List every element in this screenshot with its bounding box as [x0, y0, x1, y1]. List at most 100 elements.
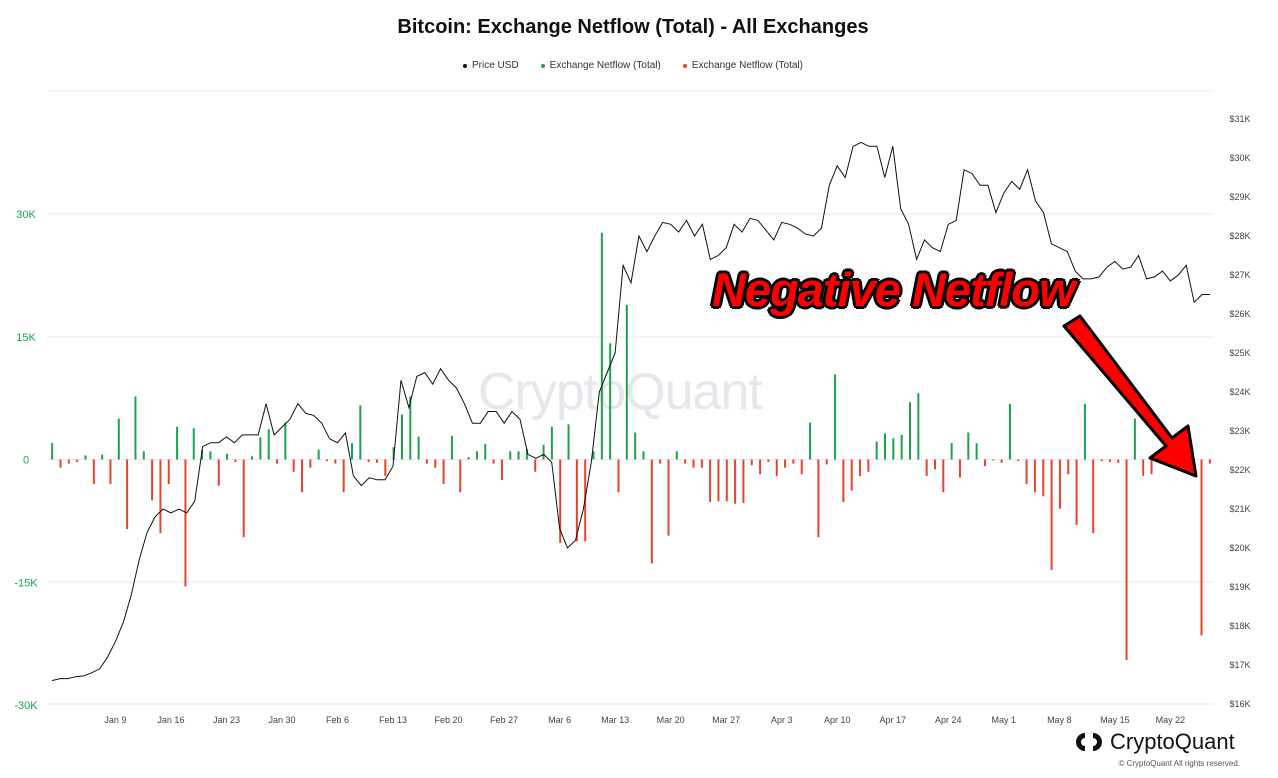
netflow-bar	[109, 459, 112, 485]
netflow-bar	[617, 459, 620, 493]
legend-dot-price	[462, 63, 467, 68]
x-tick-label: Jan 9	[104, 715, 126, 725]
netflow-bar	[1108, 459, 1111, 462]
x-tick-label: Feb 20	[435, 715, 463, 725]
watermark: CryptoQuant	[478, 363, 763, 421]
x-tick-label: Mar 20	[657, 715, 685, 725]
netflow-bar	[1008, 403, 1011, 460]
netflow-bar	[242, 459, 245, 538]
legend-label-price: Price USD	[471, 60, 519, 71]
netflow-bar	[317, 449, 320, 460]
legend-item-price[interactable]: Price USD	[462, 60, 519, 71]
netflow-bar	[350, 443, 353, 460]
legend-item-netflow-negative[interactable]: Exchange Netflow (Total)	[682, 60, 803, 71]
x-tick-label: Mar 6	[548, 715, 571, 725]
right-tick-label: $17K	[1229, 660, 1250, 670]
netflow-bar	[334, 459, 337, 464]
netflow-bar	[142, 451, 145, 460]
netflow-bar	[750, 459, 753, 466]
netflow-bar	[1000, 459, 1003, 463]
right-tick-label: $25K	[1229, 348, 1250, 358]
annotation-negative-netflow: Negative Netflow	[712, 263, 1076, 316]
netflow-bar	[609, 343, 612, 460]
netflow-bar	[492, 459, 495, 464]
legend-item-netflow-positive[interactable]: Exchange Netflow (Total)	[540, 60, 661, 71]
netflow-bar	[667, 459, 670, 536]
netflow-bar	[217, 459, 220, 486]
netflow-bar	[51, 443, 54, 460]
netflow-bar	[209, 451, 212, 460]
netflow-bar	[659, 459, 662, 464]
netflow-bar	[1033, 459, 1036, 493]
grid-lines	[48, 90, 1214, 705]
right-tick-label: $27K	[1229, 270, 1250, 280]
netflow-bar	[359, 405, 362, 460]
netflow-bar	[484, 443, 487, 460]
netflow-bar	[933, 459, 936, 470]
netflow-bar	[234, 459, 237, 462]
netflow-bar	[650, 459, 653, 564]
netflow-bar	[459, 459, 462, 493]
arrow-icon	[1062, 314, 1198, 478]
netflow-bar	[717, 459, 720, 502]
right-tick-label: $30K	[1229, 153, 1250, 163]
netflow-bar	[442, 459, 445, 485]
right-tick-label: $19K	[1229, 582, 1250, 592]
netflow-bar	[942, 459, 945, 493]
netflow-bar	[226, 453, 229, 460]
netflow-bar	[425, 459, 428, 464]
netflow-bar	[1083, 403, 1086, 460]
netflow-bar	[559, 459, 562, 543]
netflow-bar	[917, 393, 920, 460]
netflow-bar	[925, 459, 928, 476]
x-tick-label: Apr 3	[771, 715, 793, 725]
netflow-bar	[634, 432, 637, 460]
x-tick-label: Jan 30	[268, 715, 295, 725]
netflow-bar	[76, 459, 79, 462]
netflow-bar	[875, 441, 878, 460]
netflow-bar	[975, 443, 978, 460]
right-tick-label: $16K	[1229, 699, 1250, 709]
left-tick-label: -15K	[14, 577, 38, 589]
netflow-bar	[850, 459, 853, 491]
netflow-bar	[534, 459, 537, 472]
netflow-bar	[1200, 459, 1203, 636]
right-tick-label: $22K	[1229, 465, 1250, 475]
netflow-bar	[367, 459, 370, 462]
netflow-bar	[900, 434, 903, 460]
netflow-bar	[292, 459, 295, 472]
x-tick-label: Feb 13	[379, 715, 407, 725]
x-tick-label: May 22	[1156, 715, 1186, 725]
netflow-bar	[342, 459, 345, 493]
netflow-bar	[983, 459, 986, 467]
brand-logo: CryptoQuant	[1074, 729, 1235, 755]
netflow-bar	[809, 422, 812, 460]
right-axis: $16K $17K $18K $19K $20K $21K $22K $23K $24K $25K…	[1229, 114, 1250, 709]
cryptoquant-logo-icon	[1076, 733, 1102, 751]
netflow-bar	[400, 414, 403, 460]
netflow-bar	[759, 459, 762, 475]
x-tick-label: Apr 24	[935, 715, 962, 725]
netflow-bar	[67, 459, 70, 464]
netflow-bar	[1050, 459, 1053, 570]
netflow-bar	[909, 402, 912, 460]
netflow-bar	[692, 459, 695, 468]
netflow-bar	[892, 438, 895, 460]
netflow-bar	[267, 429, 270, 460]
netflow-bar	[126, 459, 129, 530]
right-tick-label: $24K	[1229, 387, 1250, 397]
right-tick-label: $26K	[1229, 309, 1250, 319]
netflow-bar	[992, 459, 995, 461]
netflow-bar	[784, 459, 787, 468]
x-tick-label: May 15	[1100, 715, 1130, 725]
price-line	[51, 141, 1210, 682]
right-tick-label: $29K	[1229, 192, 1250, 202]
netflow-bar	[259, 437, 262, 460]
netflow-bar	[600, 232, 603, 460]
netflow-bar	[1142, 459, 1145, 476]
netflow-bar	[309, 459, 312, 468]
netflow-bar	[842, 459, 845, 503]
netflow-bar	[1117, 459, 1120, 463]
netflow-bar	[625, 304, 628, 460]
netflow-bar	[700, 459, 703, 468]
